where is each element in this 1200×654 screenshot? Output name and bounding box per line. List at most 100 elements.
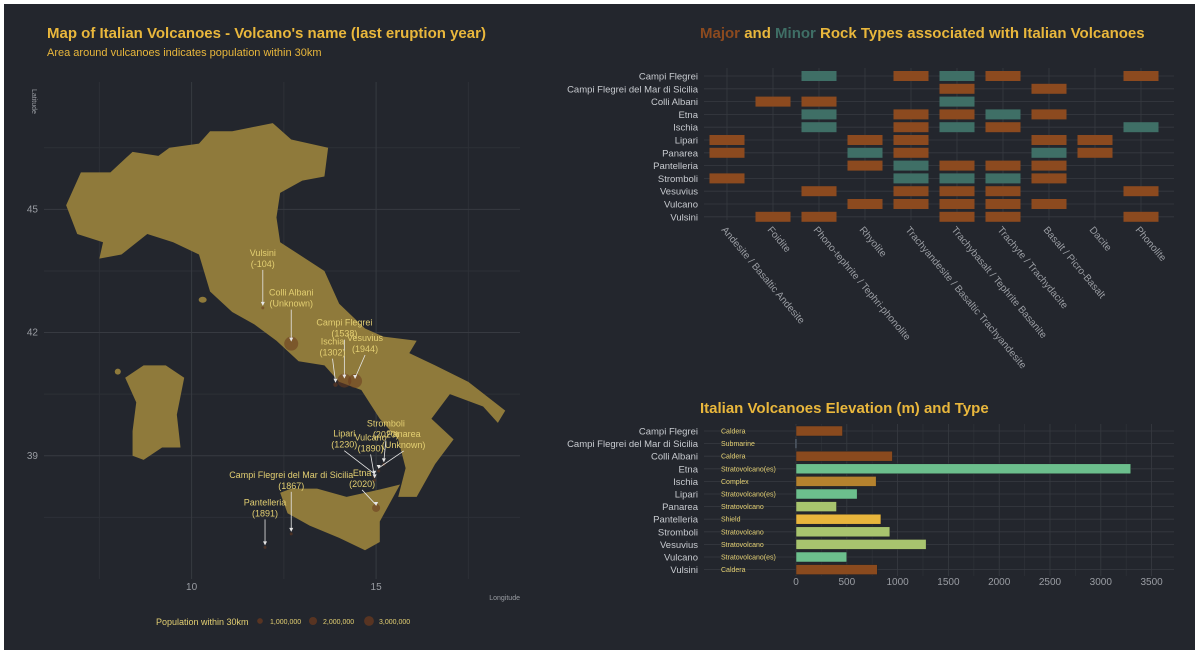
minor-rock-cell [801,109,837,120]
minor-rock-cell [939,96,975,107]
volcano-type-label: Caldera [721,429,746,436]
population-legend: Population within 30km 1,000,000 2,000,000… [156,616,410,627]
small-island [114,368,121,375]
volcano-name-label: Campi Flegrei [316,318,372,328]
major-rock-cell [709,147,745,158]
elev-row-label: Pantelleria [653,515,699,526]
elevation-title: Italian Volcanoes Elevation (m) and Type [700,400,989,417]
population-bubble [263,545,267,549]
volcano-name-label: Vulcano [355,432,387,442]
legend-bubble [257,618,263,624]
rock-row-label: Etna [678,110,698,121]
minor-rock-cell [847,147,883,158]
elev-row-label: Etna [678,464,698,475]
map-x-tick: 10 [186,582,198,593]
population-bubble [284,336,299,351]
major-rock-cell [985,122,1021,133]
minor-rock-cell [1031,147,1067,158]
rocks-title: Major and Minor Rock Types associated wi… [700,25,1145,42]
volcano-type-label: Stratovolcano [721,542,764,549]
label-leader [332,358,336,382]
volcano-type-label: Stratovolcano [721,529,764,536]
elevation-bar [795,463,1132,475]
elev-row-label: Lipari [675,490,698,501]
rocks-title-and: and [744,25,771,42]
major-rock-cell [1031,109,1067,120]
elev-row-label: Campi Flegrei [639,427,698,438]
major-rock-cell [801,211,837,222]
rock-row-label: Pantelleria [653,161,699,172]
elev-row-label: Vulsini [670,565,698,576]
volcano-type-label: Stratovolcano(es) [721,466,776,473]
map-chart: 10 15 39 42 45 Latitude Longitude Vulsini(-104)… [27,82,520,627]
rock-row-label: Colli Albani [651,97,698,108]
rock-row-label: Stromboli [658,174,698,185]
population-bubble [348,374,363,389]
volcano-type-label: Caldera [721,454,746,461]
major-rock-cell [1123,211,1159,222]
volcano-name-label: Vesuvius [347,333,384,343]
major-rock-cell [1031,160,1067,171]
volcano-type-label: Stratovolcano(es) [721,492,776,499]
map-y-tick: 39 [27,451,39,462]
elevation-bar [795,501,837,512]
label-arrowhead [372,470,377,475]
minor-rock-cell [893,160,929,171]
label-arrowhead [333,378,338,383]
major-rock-cell [755,96,791,107]
major-rock-cell [939,186,975,197]
label-arrowhead [342,374,347,379]
volcano-type-label: Complex [721,479,749,486]
rock-row-label: Vesuvius [660,187,698,198]
rocks-title-rest: Rock Types associated with Italian Volca… [820,25,1145,42]
volcano-name-label: Lipari [333,429,355,439]
rock-row-label: Vulcano [664,200,698,211]
label-leader [378,450,404,469]
minor-rock-cell [939,173,975,184]
major-rock-cell [1123,71,1159,81]
map-y-tick: 45 [27,204,39,215]
label-leader [361,489,377,506]
volcano-type-label: Caldera [721,567,746,574]
major-rock-cell [985,199,1021,209]
volcano-year-label: (1867) [278,481,304,491]
elev-x-tick: 0 [793,577,799,588]
volcano-type-label: Shield [721,517,741,524]
major-rock-cell [801,96,837,107]
elev-x-tick: 2000 [988,577,1011,588]
major-rock-cell [939,109,975,120]
major-rock-cell [893,147,929,158]
volcano-type-label: Stratovolcano(es) [721,555,776,562]
major-rock-cell [755,211,791,222]
major-rock-cell [1077,135,1113,145]
figure-canvas: Map of Italian Volcanoes - Volcano's nam… [4,4,1195,650]
sardinia-island [125,365,185,460]
map-subtitle: Area around vulcanoes indicates populati… [47,47,322,59]
major-rock-cell [985,211,1021,222]
label-arrowhead [260,301,265,306]
elevation-bar [795,513,882,525]
rocks-title-minor: Minor [775,25,816,42]
label-leader [354,354,366,379]
elevation-bar [794,438,797,449]
volcano-year-label: (1538) [331,329,357,339]
rock-row-label: Campi Flegrei del Mar di Sicilia [567,84,699,95]
volcano-year-label: (Unknown) [269,299,313,309]
minor-rock-cell [939,71,975,81]
map-x-tick: 15 [371,582,383,593]
label-arrowhead [289,337,294,342]
major-rock-cell [1031,135,1067,145]
elev-row-label: Ischia [673,477,699,488]
elevation-bar [795,526,891,538]
elevation-bar [795,425,843,437]
major-rock-cell [893,109,929,120]
volcano-name-label: Panarea [387,429,421,439]
label-arrowhead [353,375,358,380]
legend-title: Population within 30km [156,617,249,627]
legend-bubble [364,616,374,626]
label-arrowhead [376,464,381,469]
major-rock-cell [939,83,975,94]
rock-row-label: Ischia [673,123,699,134]
population-bubble [377,469,381,473]
